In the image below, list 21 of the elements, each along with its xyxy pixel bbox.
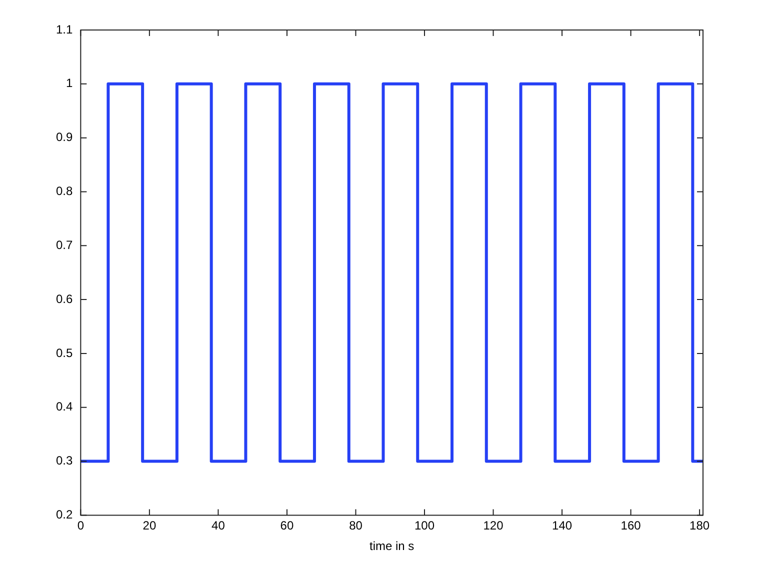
y-tick-label: 1.1 [56,22,73,36]
y-tick-label: 1 [66,76,73,90]
x-tick-label: 60 [280,518,294,533]
x-tick-label: 20 [142,518,156,533]
y-tick-label: 0.9 [56,130,73,144]
y-tick-label: 0.8 [56,184,73,198]
y-tick-label: 0.3 [56,454,73,468]
x-tick-label: 120 [483,518,504,533]
y-tick-label: 0.5 [56,346,73,360]
y-tick-label: 0.4 [56,400,73,414]
x-tick-label: 180 [690,518,710,533]
y-tick-label: 0.2 [56,508,73,522]
y-tick-label: 0.7 [56,238,73,252]
x-tick-label: 80 [349,518,363,533]
x-tick-label: 160 [620,518,642,533]
x-axis-title: time in s [369,539,414,554]
x-tick-label: 140 [552,518,572,533]
x-tick-label: 40 [212,518,226,533]
x-tick-label: 100 [414,518,435,533]
y-tick-label: 0.6 [56,292,73,306]
x-tick-label: 0 [77,518,84,533]
